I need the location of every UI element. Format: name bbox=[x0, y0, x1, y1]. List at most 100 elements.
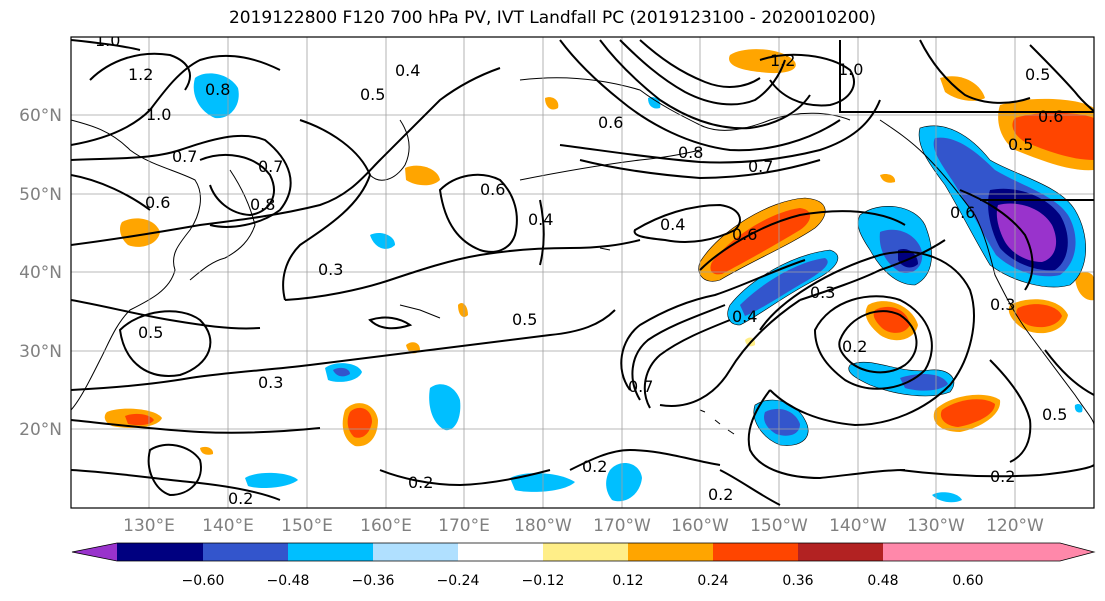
colorbar-seg-2 bbox=[203, 543, 288, 561]
pv-contour bbox=[379, 469, 551, 487]
contour-label: 0.6 bbox=[950, 203, 975, 222]
contour-label: 0.6 bbox=[598, 113, 623, 132]
pv-contour bbox=[71, 299, 261, 330]
asia-coast bbox=[71, 119, 201, 411]
aleutian-chain bbox=[519, 149, 701, 181]
pv-contour bbox=[71, 419, 321, 434]
contour-label: 0.3 bbox=[810, 283, 835, 302]
colorbar-seg-4 bbox=[373, 543, 458, 561]
colorbar-seg-10 bbox=[883, 543, 1094, 561]
contour-label: 0.2 bbox=[708, 485, 733, 504]
contour-label-group: 1.0 1.2 0.8 1.0 0.7 0.6 0.4 0.5 0.6 0.7 … bbox=[95, 31, 1067, 508]
na-west-coast bbox=[879, 119, 1094, 426]
lon-label: 170°W bbox=[593, 516, 651, 536]
lon-label: 140°W bbox=[829, 516, 887, 536]
contour-label: 0.3 bbox=[990, 295, 1015, 314]
pv-contour bbox=[633, 203, 741, 243]
positive-anomaly bbox=[200, 446, 214, 455]
pv-contour bbox=[599, 39, 811, 130]
colorbar: −0.60 −0.48 −0.36 −0.24 −0.12 0.12 0.24 … bbox=[71, 542, 1096, 589]
lat-label: 40°N bbox=[19, 263, 62, 283]
colorbar-tick: 0.36 bbox=[782, 573, 813, 589]
contour-label: 0.4 bbox=[395, 61, 420, 80]
contour-label: 0.6 bbox=[145, 193, 170, 212]
contour-label: 0.7 bbox=[628, 377, 653, 396]
positive-anomaly bbox=[940, 399, 995, 427]
hawaii-islands bbox=[699, 409, 735, 435]
lon-label: 120°W bbox=[986, 516, 1044, 536]
negative-anomaly bbox=[245, 472, 298, 488]
pv-contour bbox=[71, 39, 141, 51]
contour-label: 0.5 bbox=[1042, 405, 1067, 424]
pv-contour bbox=[1044, 349, 1094, 396]
lat-label: 20°N bbox=[19, 420, 62, 440]
contour-label: 0.5 bbox=[360, 85, 385, 104]
contour-label: 0.2 bbox=[228, 489, 253, 508]
contour-label: 0.2 bbox=[582, 457, 607, 476]
pv-contour bbox=[579, 159, 821, 180]
contour-label: 0.4 bbox=[528, 210, 553, 229]
lon-axis: 130°E 140°E 150°E 160°E 170°E 180°W 170°… bbox=[123, 516, 1044, 536]
colorbar-seg-8 bbox=[713, 543, 798, 561]
pv-contour bbox=[147, 443, 202, 497]
pv-contour bbox=[282, 119, 372, 301]
shading-layer bbox=[104, 49, 1094, 503]
positive-anomaly bbox=[545, 97, 559, 110]
colorbar-seg-3 bbox=[288, 543, 373, 561]
contour-label: 1.0 bbox=[95, 31, 120, 50]
contour-label: 0.8 bbox=[205, 80, 230, 99]
colorbar-seg-7 bbox=[628, 543, 713, 561]
colorbar-tick: −0.24 bbox=[437, 573, 480, 589]
pv-contour bbox=[71, 67, 501, 246]
lon-label: 160°E bbox=[360, 516, 412, 536]
colorbar-tick: −0.36 bbox=[352, 573, 395, 589]
pv-contour bbox=[569, 448, 721, 471]
pv-contour bbox=[368, 316, 413, 330]
positive-anomaly bbox=[347, 407, 372, 438]
contour-label: 0.8 bbox=[678, 143, 703, 162]
contour-label: 0.6 bbox=[1038, 107, 1063, 126]
positive-anomaly bbox=[1012, 112, 1094, 160]
lon-label: 180°W bbox=[514, 516, 572, 536]
lat-axis: 60°N 50°N 40°N 30°N 20°N bbox=[19, 106, 62, 440]
pv-contour bbox=[799, 239, 946, 301]
contour-label: 1.0 bbox=[146, 105, 171, 124]
contour-label: 0.6 bbox=[732, 225, 757, 244]
pv-contour bbox=[539, 199, 545, 266]
negative-anomaly bbox=[510, 473, 575, 492]
pv-contour bbox=[1029, 44, 1094, 113]
map-title: 2019122800 F120 700 hPa PV, IVT Landfall… bbox=[228, 8, 876, 28]
positive-anomaly bbox=[125, 413, 154, 426]
lat-label: 60°N bbox=[19, 106, 62, 126]
contour-label: 0.3 bbox=[258, 373, 283, 392]
pv-contour bbox=[719, 469, 781, 506]
colorbar-seg-6 bbox=[543, 543, 628, 561]
colorbar-seg-0 bbox=[72, 543, 117, 561]
pv-contour bbox=[199, 154, 275, 217]
contour-label: 1.2 bbox=[770, 51, 795, 70]
colorbar-tick: −0.12 bbox=[522, 573, 565, 589]
contour-label: 0.7 bbox=[172, 147, 197, 166]
pv-contour bbox=[118, 310, 212, 377]
pv-contour bbox=[747, 389, 906, 480]
negative-anomaly bbox=[429, 384, 461, 431]
lon-label: 150°W bbox=[750, 516, 808, 536]
contour-label: 0.7 bbox=[258, 157, 283, 176]
negative-anomaly bbox=[370, 233, 395, 249]
pv-contour bbox=[438, 173, 518, 253]
contour-label: 0.5 bbox=[512, 310, 537, 329]
pv-contour bbox=[71, 54, 281, 146]
negative-anomaly bbox=[193, 73, 239, 119]
colorbar-tick: 0.48 bbox=[867, 573, 898, 589]
contour-label: 1.2 bbox=[128, 65, 153, 84]
pv-contour bbox=[959, 189, 1034, 291]
shading-outline bbox=[698, 125, 1086, 446]
positive-anomaly bbox=[1016, 304, 1062, 328]
pv-contour bbox=[639, 39, 761, 88]
map-frame bbox=[70, 36, 1095, 509]
pv-contours bbox=[71, 39, 1094, 506]
gridlines bbox=[71, 37, 1094, 508]
islands bbox=[399, 247, 611, 319]
positive-anomaly bbox=[458, 303, 468, 317]
